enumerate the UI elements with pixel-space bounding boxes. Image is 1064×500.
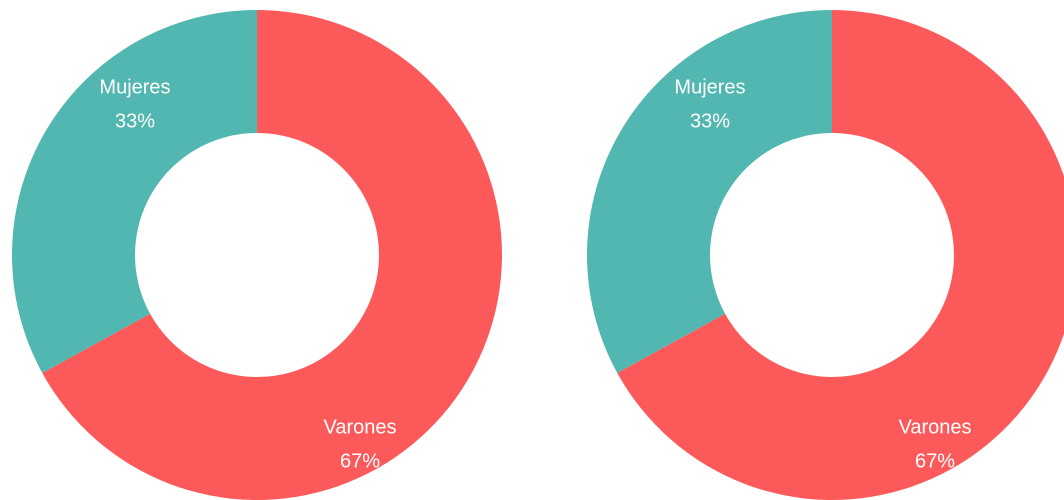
slice-label: Mujeres [674, 76, 745, 98]
slice-value-label: 33% [690, 110, 730, 132]
donut-slice [12, 10, 258, 374]
donut-chart: Varones 67% Mujeres 33% [12, 10, 502, 500]
donut-slice [42, 10, 502, 500]
donut-chart: Varones 67% Mujeres 33% [587, 10, 1064, 500]
donut-slice [617, 10, 1064, 500]
slice-value-label: 33% [115, 110, 155, 132]
slice-value-label: 67% [340, 450, 380, 472]
slice-label: Varones [323, 416, 396, 438]
donut-slice [587, 10, 832, 374]
slice-label: Varones [898, 416, 971, 438]
slice-value-label: 67% [915, 450, 955, 472]
slice-label: Mujeres [99, 76, 170, 98]
